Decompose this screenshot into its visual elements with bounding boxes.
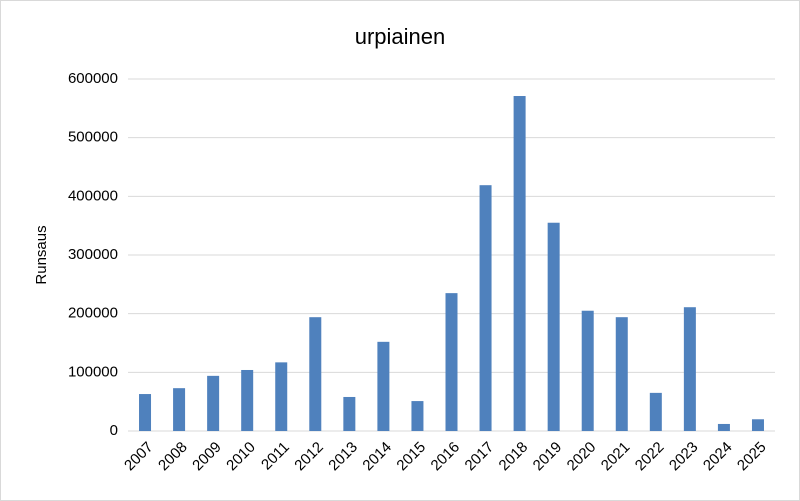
- bar: [445, 293, 458, 431]
- bar: [377, 341, 390, 431]
- bar: [581, 310, 594, 431]
- y-tick-label: 400000: [68, 187, 118, 204]
- y-tick-label: 500000: [68, 129, 118, 146]
- y-tick-label: 300000: [68, 246, 118, 263]
- bar: [241, 369, 254, 431]
- bar: [615, 317, 628, 431]
- bar: [207, 375, 220, 431]
- bar: [411, 401, 424, 431]
- bar: [683, 307, 696, 431]
- y-tick-label: 0: [110, 422, 118, 439]
- y-tick-label: 200000: [68, 305, 118, 322]
- y-tick-label: 600000: [68, 70, 118, 87]
- bar: [343, 396, 356, 431]
- chart-title: urpiainen: [355, 24, 446, 49]
- bar: [173, 388, 186, 431]
- bar: [547, 222, 560, 431]
- bar: [479, 185, 492, 431]
- y-axis-label: Runsaus: [33, 225, 50, 284]
- bar: [649, 392, 662, 431]
- bar: [139, 394, 152, 431]
- bar: [275, 362, 288, 431]
- bar: [717, 423, 730, 431]
- bar: [751, 419, 764, 431]
- y-tick-label: 100000: [68, 363, 118, 380]
- bar: [513, 96, 526, 431]
- bar: [309, 317, 322, 431]
